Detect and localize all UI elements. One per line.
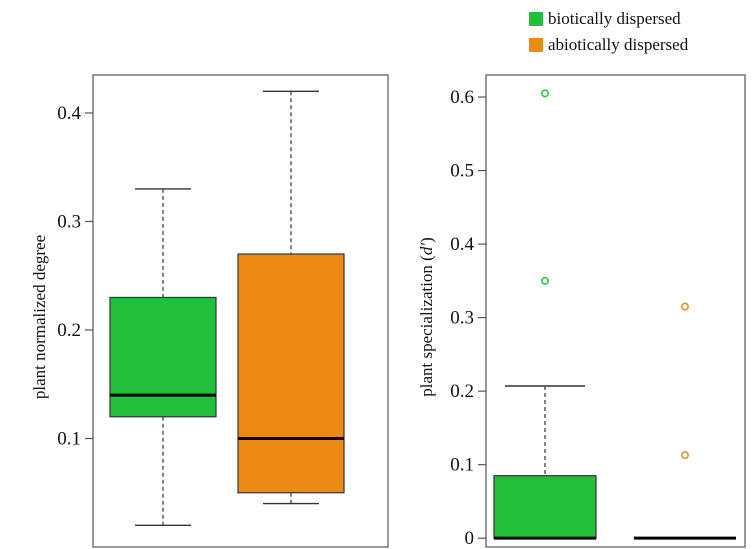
panel2-ylabel: plant specialization (d′)	[417, 237, 436, 397]
legend-label-biotic: biotically dispersed	[548, 9, 681, 28]
panel1-ylabel: plant normalized degree	[30, 235, 49, 399]
panel1-frame	[92, 74, 389, 548]
panel2-biotic-box	[493, 475, 597, 539]
panel2-abiotic-outlier	[681, 451, 689, 460]
panel2-ytick-label: 0	[465, 528, 475, 549]
legend-label-abiotic: abiotically dispersed	[548, 35, 689, 54]
panel2-ytick-label: 0.3	[450, 308, 474, 329]
panel2-frame	[485, 74, 746, 548]
legend-swatch-abiotic	[529, 38, 543, 52]
panel2-ytick-label: 0.2	[450, 381, 474, 402]
panel1-ytick-label: 0.3	[57, 211, 81, 232]
legend-swatch-biotic	[529, 12, 543, 26]
legend: biotically dispersed abiotically dispers…	[529, 6, 688, 58]
panel2-biotic-outlier	[541, 276, 549, 285]
panel2-biotic-outlier	[541, 89, 549, 98]
legend-item-biotic: biotically dispersed	[529, 6, 688, 32]
panel2-ytick-label: 0.4	[450, 234, 474, 255]
panel1-biotic-box	[109, 296, 217, 418]
panel1-ytick-label: 0.4	[57, 103, 81, 124]
panel1-abiotic-box	[237, 253, 345, 494]
panel2-ytick-label: 0.5	[450, 161, 474, 182]
panel1-ytick-label: 0.2	[57, 320, 81, 341]
panel2-ytick-label: 0.1	[450, 455, 474, 476]
panel2-abiotic-outlier	[681, 302, 689, 311]
panel2-ytick-label: 0.6	[450, 87, 474, 108]
panel1-ytick-label: 0.1	[57, 428, 81, 449]
legend-item-abiotic: abiotically dispersed	[529, 32, 688, 58]
